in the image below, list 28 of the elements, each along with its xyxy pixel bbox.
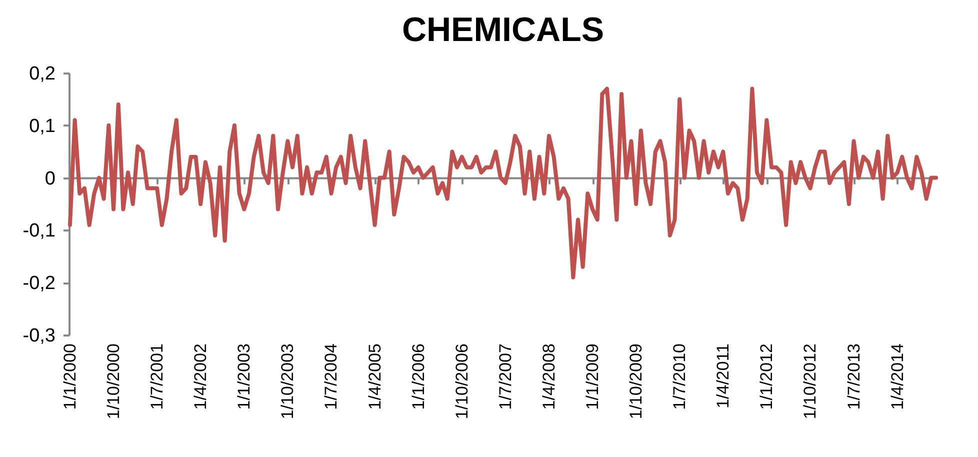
x-tick-label: 1/4/2011 <box>714 344 733 408</box>
x-tick-label: 1/1/2000 <box>60 344 80 410</box>
x-tick-label: 1/7/2013 <box>844 344 864 410</box>
x-tick-label: 1/7/2007 <box>496 344 515 410</box>
x-tick-label: 1/4/2008 <box>539 344 558 410</box>
y-tick-label: -0,1 <box>22 220 56 242</box>
y-tick-label: -0,2 <box>22 273 56 294</box>
x-tick-label: 1/7/2001 <box>148 344 167 410</box>
y-tick-label: -0,3 <box>22 326 56 346</box>
y-tick-label: 0,2 <box>29 64 56 84</box>
x-tick-label: 1/4/2005 <box>365 344 384 410</box>
x-tick-label: 1/10/2009 <box>626 344 646 420</box>
x-tick-label: 1/10/2012 <box>800 344 820 420</box>
x-tick-label: 1/1/2006 <box>408 344 428 410</box>
x-tick-label: 1/4/2002 <box>191 344 210 410</box>
x-tick-label: 1/7/2004 <box>322 344 341 410</box>
line-series <box>68 86 938 280</box>
x-tick-label: 1/10/2006 <box>452 344 472 420</box>
x-tick-label: 1/1/2012 <box>757 344 776 410</box>
x-tick-label: 1/4/2014 <box>888 344 907 410</box>
x-tick-label: 1/1/2003 <box>234 344 254 410</box>
chart-title: CHEMICALS <box>402 11 604 49</box>
y-tick-label: 0,1 <box>29 116 56 137</box>
x-tick-label: 1/10/2000 <box>104 344 124 420</box>
x-tick-label: 1/7/2010 <box>670 344 690 410</box>
x-tick-label: 1/10/2003 <box>278 344 298 420</box>
y-tick-label: 0 <box>44 168 56 190</box>
x-tick-label: 1/1/2009 <box>583 344 602 410</box>
